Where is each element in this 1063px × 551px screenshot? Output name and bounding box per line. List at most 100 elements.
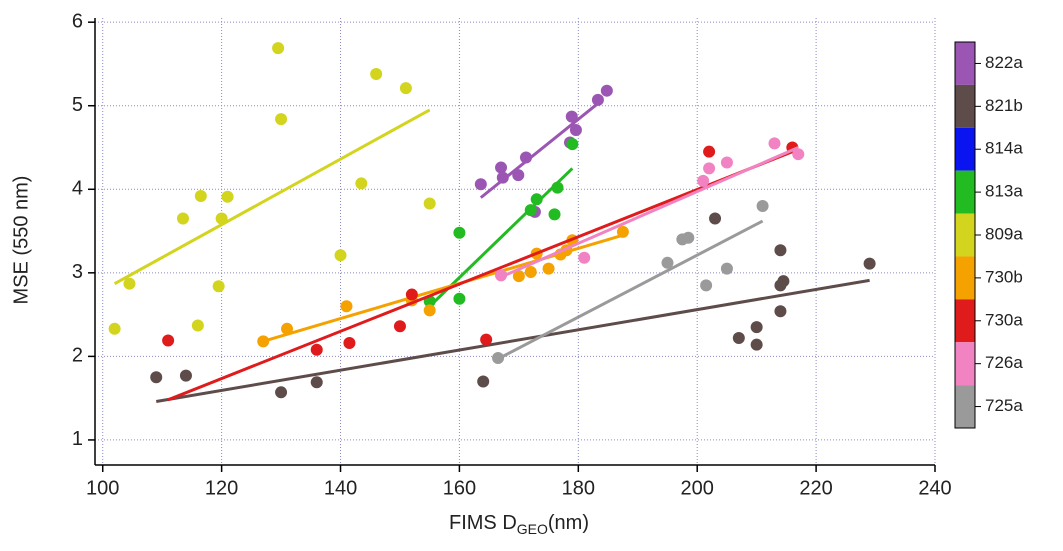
point: [792, 148, 805, 161]
legend-label: 730a: [985, 310, 1023, 329]
point: [212, 280, 225, 293]
legend-swatch: [955, 127, 975, 171]
point: [123, 277, 136, 290]
legend-label: 821b: [985, 96, 1023, 115]
y-tick-label: 3: [72, 261, 83, 283]
point: [697, 174, 710, 187]
point: [162, 334, 175, 347]
point: [340, 300, 353, 313]
point: [176, 212, 189, 225]
x-tick-label: 180: [562, 477, 595, 499]
point: [768, 137, 781, 150]
point: [661, 256, 674, 269]
fit-line: [113, 108, 431, 286]
point: [310, 343, 323, 356]
point: [750, 338, 763, 351]
point: [355, 177, 368, 190]
point: [150, 371, 163, 384]
fit-line: [500, 146, 799, 279]
point: [703, 162, 716, 175]
point: [453, 226, 466, 239]
point: [720, 262, 733, 275]
legend-swatch: [955, 170, 975, 214]
legend-frame: [954, 41, 976, 429]
fit-line: [497, 219, 764, 361]
point: [399, 82, 412, 95]
x-tick-label: 220: [799, 477, 832, 499]
point: [393, 320, 406, 333]
point: [569, 123, 582, 136]
fit-line: [428, 167, 574, 308]
point: [423, 197, 436, 210]
y-axis-label: MSE (550 nm): [10, 176, 32, 305]
x-tick-label: 140: [324, 477, 357, 499]
point: [179, 369, 192, 382]
x-label-main: FIMS D: [449, 512, 517, 534]
point: [700, 279, 713, 292]
fit-line: [479, 100, 602, 199]
legend-label: 822a: [985, 53, 1023, 72]
point: [732, 332, 745, 345]
point: [709, 212, 722, 225]
point: [405, 288, 418, 301]
legend-swatch: [955, 213, 975, 257]
point: [774, 305, 787, 318]
point: [600, 84, 613, 97]
legend-swatch: [955, 342, 975, 386]
point: [495, 161, 508, 174]
point: [548, 208, 561, 221]
point: [108, 322, 121, 335]
point: [281, 322, 294, 335]
x-tick-label: 240: [918, 477, 951, 499]
point: [474, 178, 487, 191]
x-tick-label: 100: [86, 477, 119, 499]
point: [542, 262, 555, 275]
x-axis-label: FIMS DGEO(nm): [449, 512, 589, 536]
point: [221, 190, 234, 203]
point: [578, 251, 591, 264]
point: [272, 42, 285, 55]
point: [682, 231, 695, 244]
point: [343, 337, 356, 350]
point: [703, 145, 716, 158]
point: [191, 319, 204, 332]
x-tick-label: 120: [205, 477, 238, 499]
legend-label: 726a: [985, 353, 1023, 372]
point: [370, 67, 383, 80]
legend-label: 730b: [985, 267, 1023, 286]
x-label-tail: (nm): [548, 512, 589, 534]
legend-swatch: [955, 42, 975, 85]
x-tick-label: 160: [443, 477, 476, 499]
point: [275, 386, 288, 399]
x-tick-label: 200: [681, 477, 714, 499]
point: [512, 270, 525, 283]
point: [524, 265, 537, 278]
point: [453, 292, 466, 305]
y-tick-label: 1: [72, 428, 83, 450]
legend-label: 725a: [985, 396, 1023, 415]
y-tick-label: 6: [72, 10, 83, 32]
y-tick-label: 2: [72, 345, 83, 367]
legend-swatch: [955, 84, 975, 128]
legend-swatch: [955, 385, 975, 428]
point: [720, 156, 733, 169]
legend-label: 813a: [985, 182, 1023, 201]
point: [777, 275, 790, 288]
legend-swatch: [955, 256, 975, 300]
point: [334, 249, 347, 262]
point: [194, 189, 207, 202]
fit-line: [262, 233, 624, 343]
x-label-sub: GEO: [517, 521, 548, 537]
point: [480, 333, 493, 346]
point: [477, 375, 490, 388]
legend-swatch: [955, 299, 975, 343]
y-tick-label: 5: [72, 94, 83, 116]
point: [863, 257, 876, 270]
point: [275, 113, 288, 126]
legend-label: 809a: [985, 224, 1023, 243]
point: [310, 376, 323, 389]
point: [750, 321, 763, 334]
fit-line: [167, 150, 793, 402]
